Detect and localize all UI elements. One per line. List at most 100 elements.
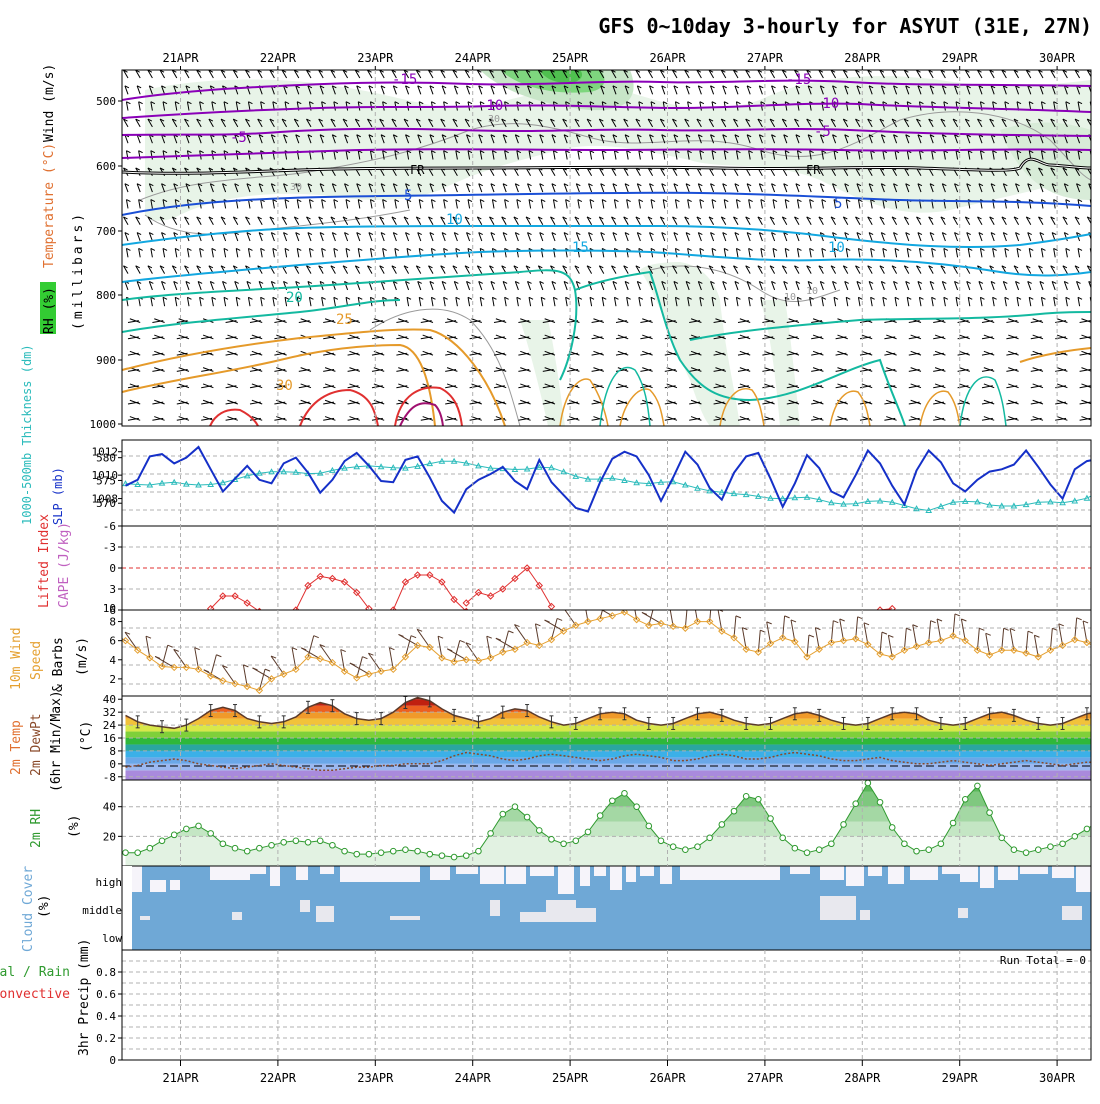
ylabel-wind10-unit: (m/s) — [75, 637, 90, 676]
date-label-bottom: 21APR — [162, 1071, 199, 1085]
cloud-gap — [490, 900, 500, 916]
cloud-gap — [846, 866, 864, 886]
date-label-top: 27APR — [747, 51, 784, 65]
date-label-top: 30APR — [1039, 51, 1076, 65]
thickness-marker — [1097, 489, 1100, 494]
rh-marker — [683, 847, 689, 853]
cloud-gap — [558, 866, 574, 894]
cloud-gap — [1020, 866, 1048, 874]
date-label-bottom: 27APR — [747, 1071, 784, 1085]
date-label-top: 29APR — [942, 51, 979, 65]
wind-10m-barb-flag — [882, 632, 887, 634]
wind-10m-barb — [292, 648, 296, 670]
cloud-gap — [820, 866, 844, 880]
y-tick-label: 3 — [109, 583, 116, 596]
rh-marker — [500, 811, 506, 817]
ylabel-wind10-2: Speed — [29, 641, 44, 680]
rh-band — [122, 792, 1091, 807]
wind-10m-barb — [815, 628, 819, 650]
rh-marker — [1096, 819, 1100, 825]
rh-marker — [975, 783, 981, 789]
wind-10m-barb-flag — [669, 605, 674, 607]
cloud-gap — [250, 866, 266, 874]
wind-speed-marker — [1096, 645, 1100, 651]
wind-10m-barb-flag — [584, 600, 589, 602]
wind-10m-barb-flag — [931, 621, 936, 623]
temperature-band — [122, 770, 1091, 780]
contour-label: 25 — [336, 312, 353, 328]
date-label-bottom: 25APR — [552, 1071, 589, 1085]
rh-marker — [841, 822, 847, 828]
date-label-bottom: 26APR — [649, 1071, 686, 1085]
wind-10m-barb — [454, 640, 460, 661]
cloud-gap — [958, 908, 968, 918]
cloud-gap — [430, 866, 450, 880]
y-tick-label: 4 — [109, 654, 116, 667]
wind-10m-barb-flag — [1077, 618, 1082, 620]
temperature-band — [122, 738, 1091, 744]
contour-label: -10 — [478, 98, 503, 114]
ylabel-rh2m: 2m RH — [29, 809, 44, 848]
wind-10m-barb-flag — [606, 597, 611, 599]
rh-marker — [573, 838, 579, 844]
run-total: Run Total = 0 — [1000, 954, 1086, 967]
wind-10m-barb — [649, 604, 655, 625]
wind-10m-barb-flag — [833, 621, 838, 623]
rh-marker — [597, 813, 603, 819]
pressure-tick-label: 500 — [96, 95, 116, 108]
wind-10m-barb — [1083, 621, 1087, 643]
wind-10m-barb — [341, 650, 345, 672]
contour-label: -15 — [786, 72, 811, 88]
rh-marker — [889, 825, 895, 831]
ylabel-cloud-unit: (%) — [37, 895, 52, 918]
rh-marker — [829, 841, 835, 847]
wind-10m-barb-flag — [1004, 628, 1009, 630]
cloud-gap — [888, 866, 904, 884]
wind-10m-barb-flag — [557, 618, 562, 620]
wind-10m-barb — [514, 625, 527, 643]
cloud-gap — [480, 866, 504, 884]
rh-marker — [463, 853, 469, 859]
cloud-gap — [1062, 906, 1082, 920]
ylabel-cape: CAPE (J/kg) — [57, 522, 72, 608]
wind-10m-barb-flag — [106, 630, 111, 632]
wind-10m-barb-flag — [712, 600, 717, 602]
chart-title: GFS 0~10day 3-hourly for ASYUT (31E, 27N… — [598, 14, 1092, 38]
ylabel-wind: Wind (m/s) — [42, 64, 57, 142]
y-tick-label: 40 — [103, 801, 116, 814]
y-tick-label: 16 — [103, 732, 116, 745]
y-tick-label: 2 — [109, 673, 116, 686]
rh-marker — [427, 851, 433, 857]
rh-marker — [877, 799, 883, 805]
rh-marker — [938, 841, 944, 847]
wind-10m-barb-flag — [508, 631, 513, 633]
rh-marker — [999, 835, 1005, 841]
rh-marker — [378, 850, 384, 856]
rh-marker — [987, 810, 993, 816]
rh-marker — [756, 796, 762, 802]
rh-marker — [792, 845, 798, 851]
y-tick-label: 0.8 — [96, 966, 116, 979]
wind-10m-barb — [767, 622, 771, 644]
rh-marker — [646, 823, 652, 829]
thickness-markers — [123, 459, 1100, 513]
wind-10m-barb-flag — [314, 636, 319, 638]
rh-marker — [695, 844, 701, 850]
wind-10m-barb-flag — [785, 616, 790, 618]
date-label-top: 25APR — [552, 51, 589, 65]
temperature-color-bands — [122, 693, 1091, 780]
cloud-row-high: high — [96, 876, 123, 889]
cloud-gap — [660, 866, 672, 884]
rh-marker — [488, 831, 494, 837]
cloud-gap — [860, 910, 870, 920]
rh-marker — [305, 839, 311, 845]
rh-marker — [135, 850, 141, 856]
wind-10m-barb-flag — [736, 616, 741, 618]
contour-label: FR — [410, 163, 425, 177]
cloud-gap — [270, 866, 280, 886]
